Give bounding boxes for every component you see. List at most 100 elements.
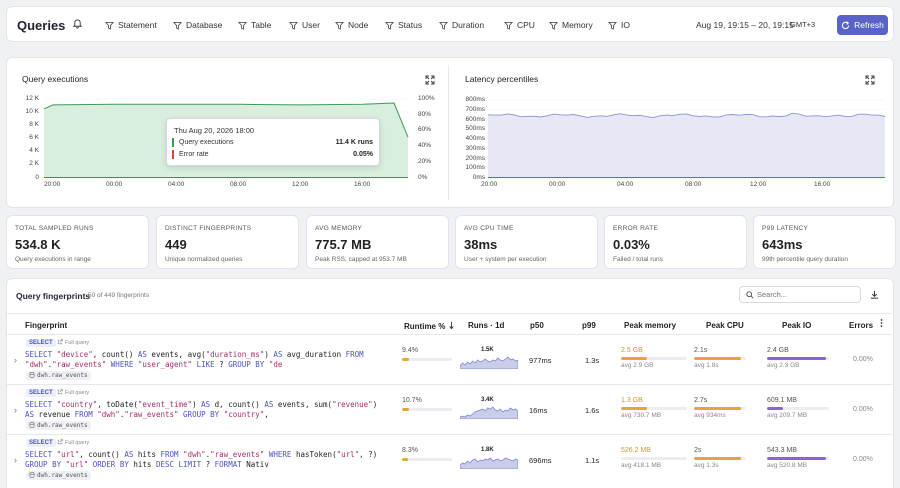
- table-row[interactable]: › SELECT Full query SELECT "url", count() A…: [7, 434, 892, 484]
- x-tick-label: 08:00: [230, 181, 247, 188]
- expand-icon[interactable]: [425, 75, 435, 85]
- avg-cpu-value: avg 934ms: [694, 412, 726, 419]
- stat-value: 775.7 MB: [315, 237, 372, 252]
- table-row[interactable]: › SELECT Full query SELECT "country", toDat…: [7, 384, 892, 434]
- filter-icon: [335, 21, 344, 30]
- errors-value: 0.00%: [853, 356, 873, 363]
- column-header-2[interactable]: Runs · 1d: [468, 321, 504, 330]
- expand-icon[interactable]: [865, 75, 875, 85]
- page-title: Queries: [17, 18, 66, 33]
- filter-table[interactable]: Table: [238, 20, 271, 30]
- avg-io-value: avg 209.7 MB: [767, 412, 808, 419]
- executions-line: [43, 102, 409, 138]
- filter-node[interactable]: Node: [335, 20, 368, 30]
- filter-memory[interactable]: Memory: [549, 20, 593, 30]
- top-bar: Queries Statement Database Table User Node St…: [6, 6, 894, 42]
- more-vertical-icon[interactable]: [879, 318, 884, 328]
- filter-cpu[interactable]: CPU: [504, 20, 535, 30]
- x-tick-label: 00:00: [106, 181, 123, 188]
- y-tick-label: 500ms: [465, 125, 485, 133]
- filter-icon: [439, 21, 448, 30]
- database-icon: [29, 372, 35, 378]
- x-tick-label: 00:00: [549, 181, 566, 188]
- avg-cpu-value: avg 1.8s: [694, 362, 719, 369]
- filter-io[interactable]: IO: [608, 20, 630, 30]
- stat-label: TOTAL SAMPLED RUNS: [15, 225, 94, 232]
- y-tick-label: 8 K: [29, 121, 39, 128]
- peak-cpu-value: 2.1s: [694, 347, 708, 354]
- p99-value: 1.1s: [585, 456, 600, 465]
- table-chip-label: dwh.raw_events: [37, 472, 88, 479]
- filter-duration[interactable]: Duration: [439, 20, 484, 30]
- errors-value: 0.00%: [853, 456, 873, 463]
- expand-row-icon[interactable]: ›: [14, 405, 17, 415]
- filter-user[interactable]: User: [289, 20, 320, 30]
- x-tick-label: 20:00: [44, 181, 61, 188]
- filter-statement[interactable]: Statement: [105, 20, 157, 30]
- tooltip-date: Thu Aug 20, 2026 18:00: [174, 126, 255, 135]
- fingerprints-title: Query fingerprints: [16, 291, 91, 301]
- y-tick-label: 300ms: [465, 144, 485, 152]
- search-input[interactable]: [757, 289, 857, 300]
- column-header-7[interactable]: Peak IO: [782, 321, 811, 330]
- sql-query: SELECT "device", count() AS events, avg(…: [25, 350, 364, 369]
- stat-value: 534.8 K: [15, 237, 61, 252]
- peak-io-bar: [767, 457, 829, 460]
- table-chip[interactable]: dwh.raw_events: [26, 371, 91, 380]
- expand-row-icon[interactable]: ›: [14, 355, 17, 365]
- column-header-6[interactable]: Peak CPU: [706, 321, 744, 330]
- stat-card-2: AVG MEMORY 775.7 MB Peak RSS, capped at 95…: [306, 215, 449, 269]
- statement-type-badge: SELECT: [26, 339, 56, 347]
- table-divider: [7, 313, 892, 314]
- download-icon[interactable]: [870, 290, 879, 299]
- tooltip-error-value: 0.05%: [353, 151, 373, 158]
- avg-cpu-value: avg 1.3s: [694, 462, 719, 469]
- column-header-1[interactable]: Runtime %: [404, 321, 455, 331]
- stat-subtitle: Failed / total runs: [613, 256, 663, 263]
- filter-label: Statement: [118, 20, 157, 30]
- peak-io-value: 2.4 GB: [767, 347, 789, 354]
- runs-sparkline: [460, 356, 518, 369]
- p99-value: 1.3s: [585, 356, 600, 365]
- runtime-percent: 10.7%: [402, 397, 422, 404]
- filter-status[interactable]: Status: [385, 20, 422, 30]
- y-tick-label: 0ms: [472, 174, 485, 181]
- stat-card-5: P99 LATENCY 643ms 99th percentile query du…: [753, 215, 896, 269]
- peak-memory-bar: [621, 407, 687, 410]
- column-header-0[interactable]: Fingerprint: [25, 321, 67, 330]
- expand-row-icon[interactable]: ›: [14, 455, 17, 465]
- stat-card-4: ERROR RATE 0.03% Failed / total runs: [604, 215, 747, 269]
- column-header-3[interactable]: p50: [530, 321, 544, 330]
- x-tick-label: 08:00: [685, 181, 702, 188]
- column-header-5[interactable]: Peak memory: [624, 321, 676, 330]
- column-header-4[interactable]: p99: [582, 321, 596, 330]
- refresh-button[interactable]: Refresh: [837, 15, 888, 35]
- table-chip[interactable]: dwh.raw_events: [26, 471, 91, 480]
- link-icon: [57, 339, 63, 345]
- filter-icon: [238, 21, 247, 30]
- search-box[interactable]: [739, 286, 861, 303]
- table-chip-label: dwh.raw_events: [37, 422, 88, 429]
- y2-tick-label: 20%: [418, 158, 432, 165]
- filter-label: CPU: [517, 20, 535, 30]
- peak-cpu-bar: [694, 407, 746, 410]
- full-query-link[interactable]: Full query: [57, 389, 89, 396]
- table-chip-label: dwh.raw_events: [37, 372, 88, 379]
- full-query-link[interactable]: Full query: [57, 439, 89, 446]
- timezone-selector[interactable]: GMT+3: [790, 20, 816, 29]
- full-query-label: Full query: [65, 440, 90, 446]
- bell-icon[interactable]: [73, 19, 82, 29]
- full-query-link[interactable]: Full query: [57, 339, 89, 346]
- y-tick-label: 700ms: [465, 105, 485, 113]
- filter-database[interactable]: Database: [173, 20, 222, 30]
- table-chip[interactable]: dwh.raw_events: [26, 421, 91, 430]
- date-range-picker[interactable]: Aug 19, 19:15 – 20, 19:15: [696, 20, 794, 30]
- latency-line: [487, 112, 886, 118]
- y-tick-label: 12 K: [25, 95, 39, 102]
- filter-icon: [289, 21, 298, 30]
- y2-tick-label: 80%: [418, 111, 432, 118]
- column-header-8[interactable]: Errors: [849, 321, 873, 330]
- peak-memory-value: 1.3 GB: [621, 397, 643, 404]
- stat-subtitle: User + system per execution: [464, 256, 547, 263]
- table-row[interactable]: › SELECT Full query SELECT "device", count(…: [7, 334, 892, 384]
